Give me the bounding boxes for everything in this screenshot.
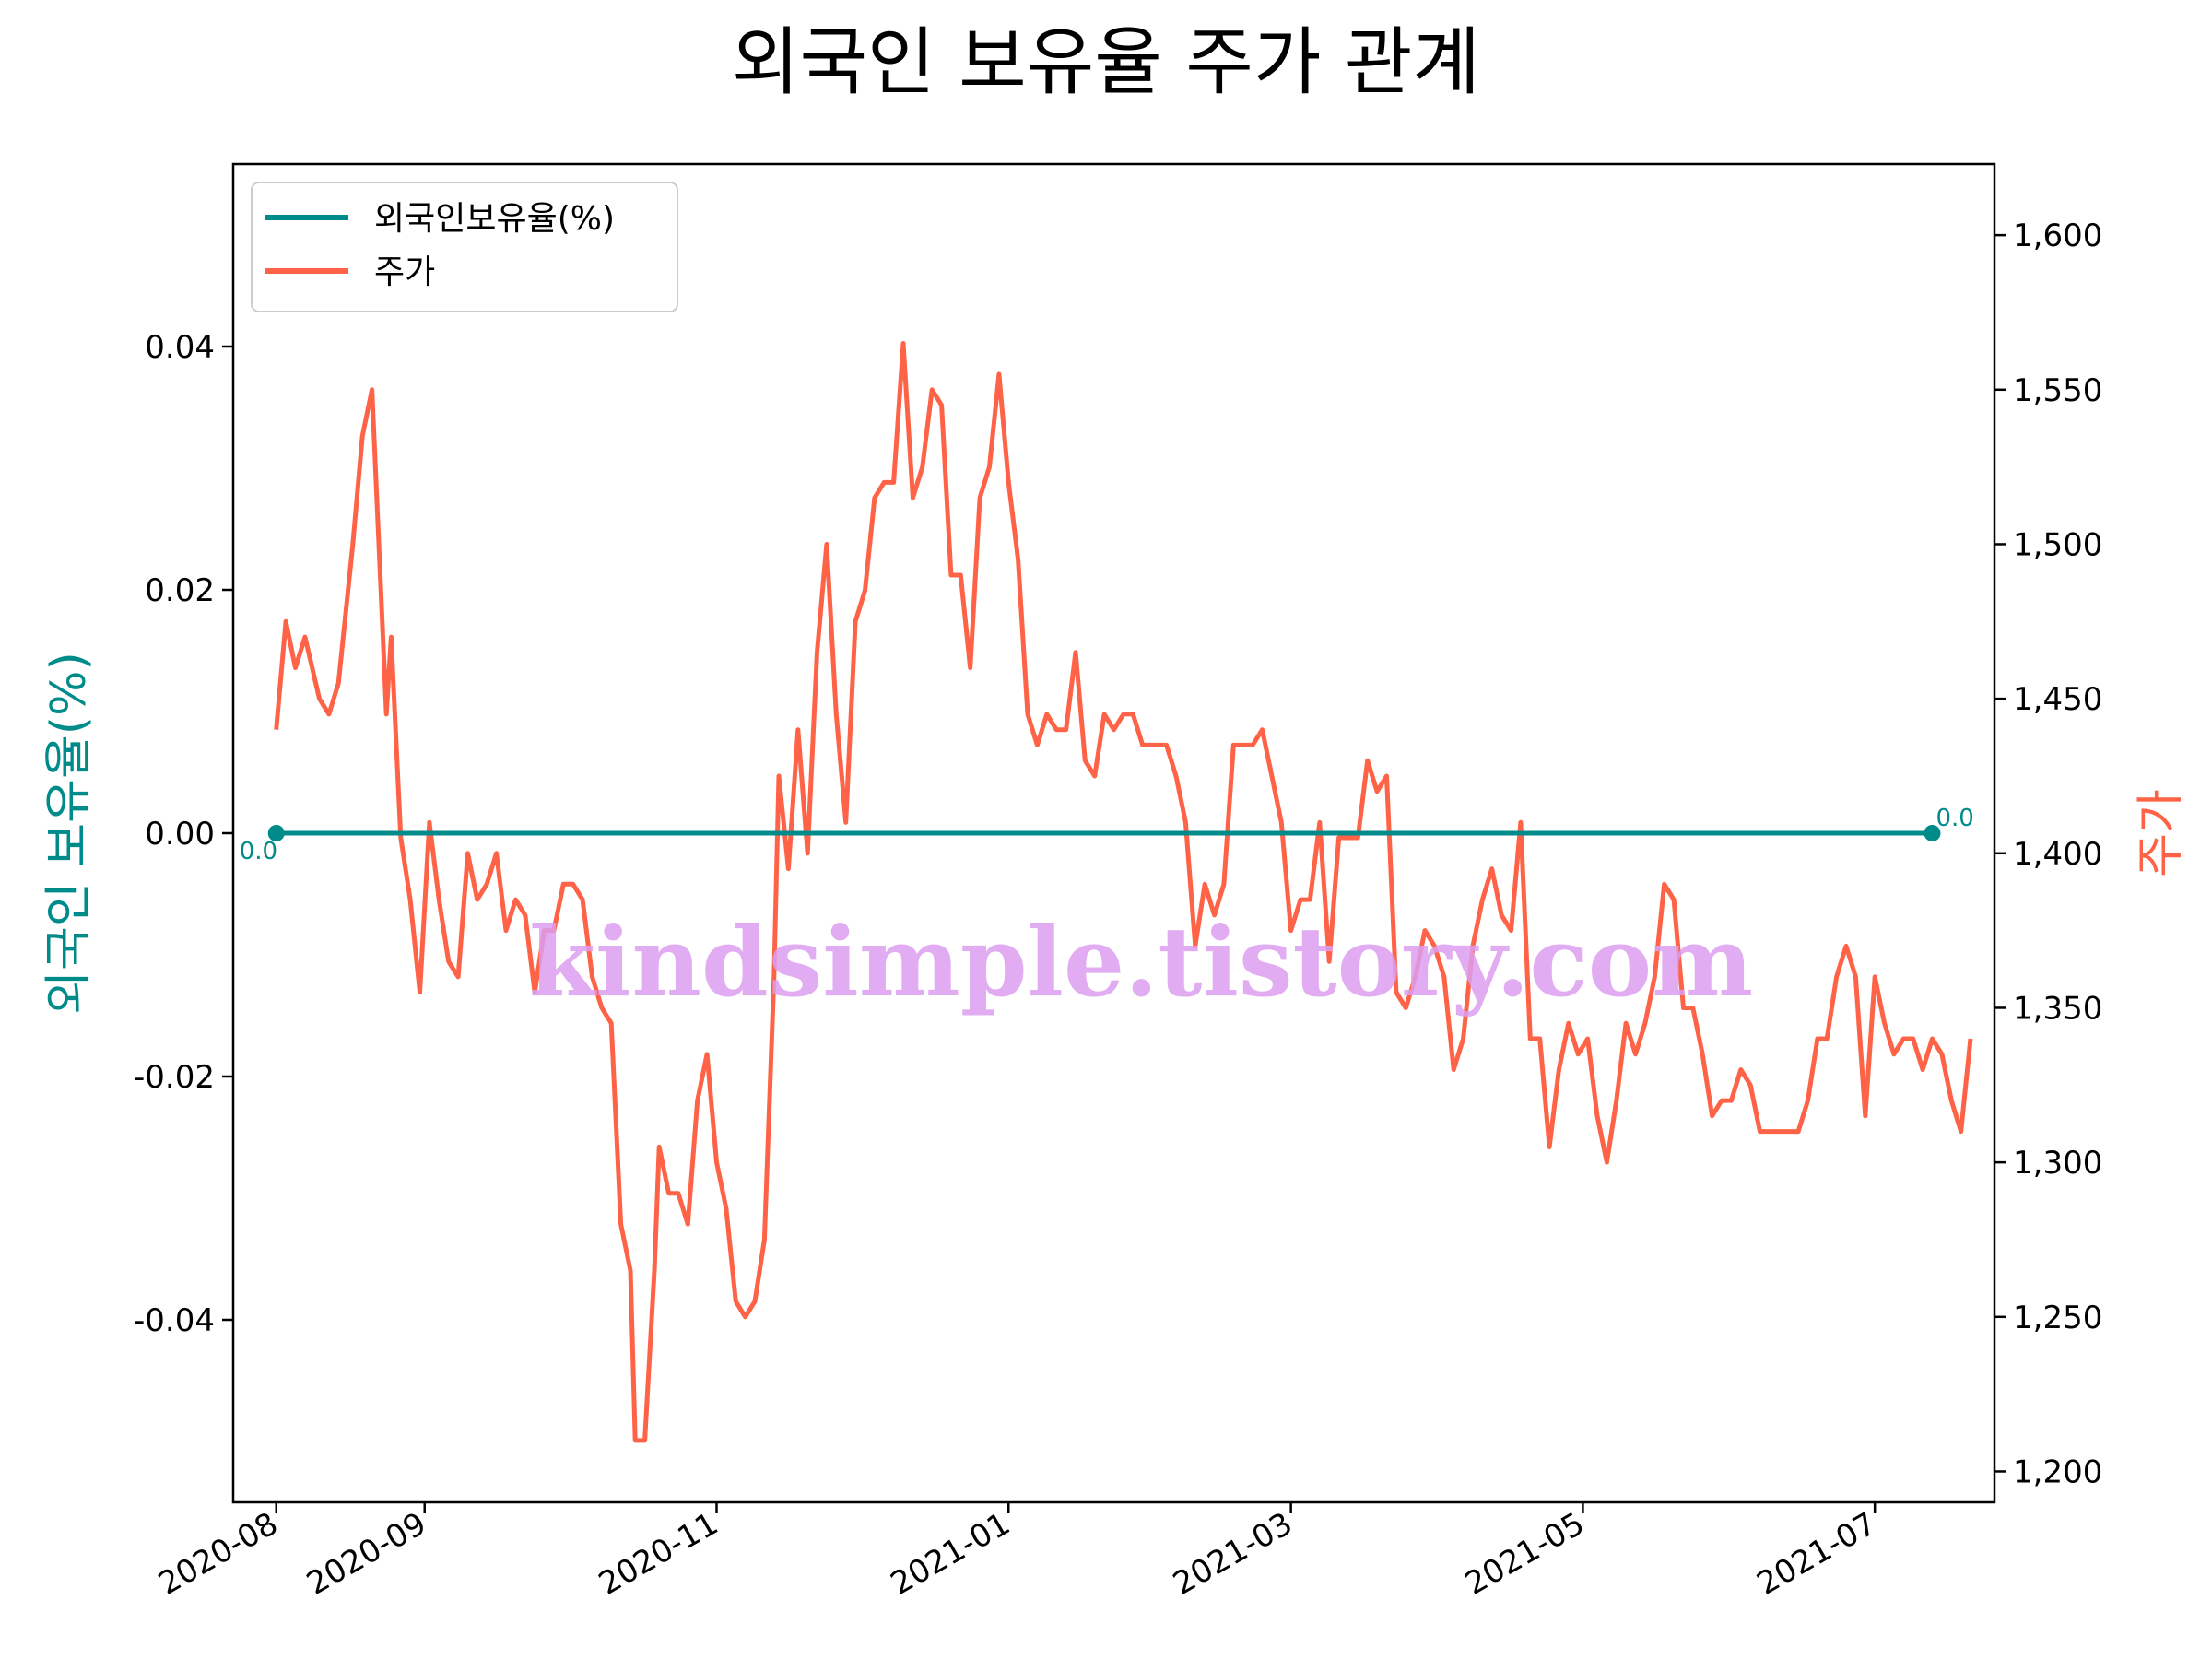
legend-label-price: 주가 bbox=[374, 253, 435, 291]
left-y-tick-label: -0.04 bbox=[134, 1302, 215, 1339]
x-axis: 2020-08 2020-09 2020-11 2021-01 2021-03 2021-… bbox=[152, 1502, 1883, 1603]
right-y-tick-label: 1,550 bbox=[2013, 372, 2102, 409]
left-y-axis: -0.04 -0.02 0.00 0.02 0.04 bbox=[134, 329, 233, 1339]
right-y-tick-label: 1,450 bbox=[2013, 681, 2102, 718]
left-y-tick-label: 0.00 bbox=[145, 816, 215, 853]
left-y-tick-label: 0.02 bbox=[145, 572, 215, 609]
foreign-ownership-point bbox=[267, 825, 285, 841]
x-tick-label: 2021-07 bbox=[1751, 1505, 1883, 1603]
left-y-tick-label: 0.04 bbox=[145, 329, 215, 366]
left-y-axis-label: 외국인 보유율(%) bbox=[41, 652, 97, 1015]
right-y-tick-label: 1,600 bbox=[2013, 218, 2102, 254]
foreign-ownership-point bbox=[1924, 825, 1941, 841]
left-y-tick-label: -0.02 bbox=[134, 1059, 215, 1096]
right-y-tick-label: 1,300 bbox=[2013, 1145, 2102, 1182]
x-tick-label: 2021-03 bbox=[1167, 1505, 1299, 1603]
annotations: 0.0 0.0 bbox=[240, 805, 1974, 865]
x-tick-label: 2021-05 bbox=[1459, 1505, 1591, 1603]
right-y-tick-label: 1,400 bbox=[2013, 836, 2102, 873]
x-tick-label: 2020-08 bbox=[152, 1505, 284, 1603]
legend-label-foreign: 외국인보유율(%) bbox=[374, 200, 615, 238]
legend: 외국인보유율(%) 주가 bbox=[251, 182, 678, 312]
watermark: kindsimple.tistory.com bbox=[529, 905, 1753, 1018]
series-layer bbox=[267, 341, 1973, 1443]
x-tick-label: 2021-01 bbox=[885, 1505, 1017, 1603]
right-y-tick-label: 1,200 bbox=[2013, 1453, 2102, 1490]
legend-box bbox=[251, 182, 678, 312]
x-tick-label: 2020-09 bbox=[300, 1505, 432, 1603]
value-annotation: 0.0 bbox=[1936, 805, 1973, 832]
x-tick-label: 2020-11 bbox=[593, 1505, 724, 1603]
right-y-axis-label: 주가 bbox=[2134, 789, 2189, 877]
price-series-line bbox=[274, 341, 1973, 1443]
right-y-axis: 1,200 1,250 1,300 1,350 1,400 1,450 1,500 1,550… bbox=[1994, 218, 2102, 1490]
chart-title: 외국인 보유율 주가 관계 bbox=[732, 19, 1480, 105]
right-y-tick-label: 1,350 bbox=[2013, 990, 2102, 1027]
right-y-tick-label: 1,250 bbox=[2013, 1300, 2102, 1336]
right-y-tick-label: 1,500 bbox=[2013, 526, 2102, 563]
value-annotation: 0.0 bbox=[240, 838, 277, 865]
